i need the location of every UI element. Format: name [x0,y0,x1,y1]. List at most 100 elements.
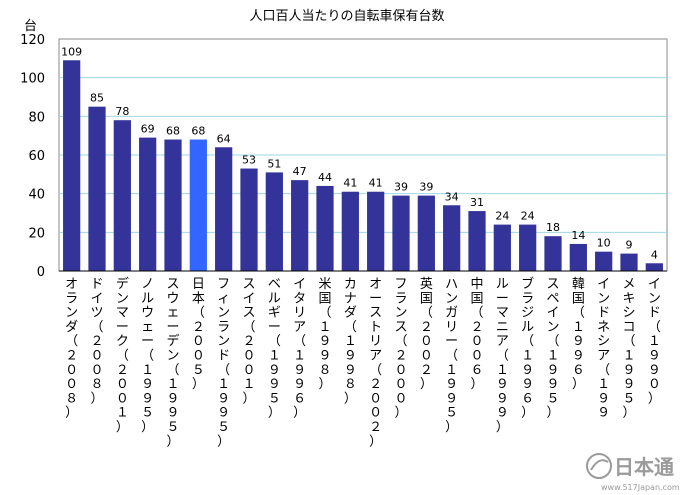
category-label-char: ９ [141,377,154,392]
category-label-char: ウ [141,306,154,321]
category-label-char: ナ [344,291,357,306]
gridlines [59,77,667,233]
category-label-char: （ [597,363,610,378]
category-label-char: （ [470,306,483,321]
category-label-char: ０ [90,363,103,378]
bar [443,205,461,271]
category-label-char: ラ [217,320,230,335]
category-label-char: ２ [420,320,433,335]
category-label-char: イ [597,277,610,292]
bar [265,172,283,271]
category-label-char: ス [166,277,179,292]
category-label-char: ェ [141,320,154,335]
category-label-char: ９ [166,391,179,406]
category-label-char: ー [496,291,509,306]
category-label-char: ー [116,320,129,335]
data-label: 4 [651,248,658,261]
category-label-char: ） [217,434,230,449]
bar [291,180,309,271]
category-label-char: 国 [470,291,483,306]
category-label-char: ア [496,334,509,349]
category-label-char: ０ [648,377,661,392]
category-label-char: ２ [242,334,255,349]
data-label: 68 [191,125,205,138]
data-label: 41 [343,177,357,190]
bar [139,137,157,271]
category-label-char: フ [217,277,230,292]
category-label-char: ０ [242,363,255,378]
chart-title: 人口百人当たりの自転車保有台数 [249,9,444,24]
category-label-char: ） [420,377,433,392]
data-label: 10 [597,237,611,250]
category-label-char: 米 [318,277,331,292]
category-label-char: ） [242,391,255,406]
bar [63,60,81,272]
category-label-char: ） [521,406,534,421]
category-label-char: ５ [141,406,154,421]
category-label-char: イ [242,291,255,306]
category-label-char: ０ [242,349,255,364]
category-label-char: １ [166,377,179,392]
category-label-char: シ [622,306,635,321]
bar [341,191,359,271]
watermark: 日本通 www.517Japan.com [586,453,680,492]
category-label-char: ５ [622,391,635,406]
category-label-char: ９ [648,349,661,364]
category-label-char: ル [521,320,534,335]
category-label-char: ０ [394,363,407,378]
category-label-char: １ [445,363,458,378]
category-label-char: リ [293,306,306,321]
category-label-char: （ [496,349,509,364]
category-label-char: リ [445,320,458,335]
category-label-char: ２ [369,377,382,392]
category-label-char: １ [648,334,661,349]
y-tick-label: 120 [20,33,45,48]
category-label-char: ９ [293,363,306,378]
category-label-char: ０ [369,391,382,406]
y-tick-label: 80 [28,110,45,125]
data-label: 78 [115,105,129,118]
data-label: 9 [626,239,633,252]
category-label-char: ン [217,334,230,349]
category-label-char: ９ [293,377,306,392]
category-label-char: （ [192,306,205,321]
category-label-char: ツ [90,306,103,321]
category-label-char: ９ [572,349,585,364]
category-label-char: ） [445,420,458,435]
watermark-swoosh-icon [590,459,609,471]
category-label-char: １ [116,406,129,421]
category-label-char: 国 [420,291,433,306]
category-label-char: （ [217,363,230,378]
category-label-char: ５ [268,391,281,406]
data-label: 51 [267,157,281,170]
category-label-char: イ [648,277,661,292]
category-label-char: ネ [597,320,610,335]
category-label-char: ６ [470,363,483,378]
category-label-char: フ [394,277,407,292]
category-label-char: （ [648,320,661,335]
category-label-char: ベ [268,277,281,292]
category-label-char: ０ [420,349,433,364]
bar [569,243,587,271]
category-label-char: ９ [166,406,179,421]
category-label-char: ン [65,306,78,321]
category-label-char: １ [521,349,534,364]
category-label-char: ０ [90,349,103,364]
category-label-char: ハ [445,277,458,292]
category-label-char: ス [546,277,559,292]
category-label-char: ） [166,434,179,449]
category-label-char: ２ [65,349,78,364]
category-label-char: ギ [268,306,281,321]
category-label-char: （ [65,334,78,349]
